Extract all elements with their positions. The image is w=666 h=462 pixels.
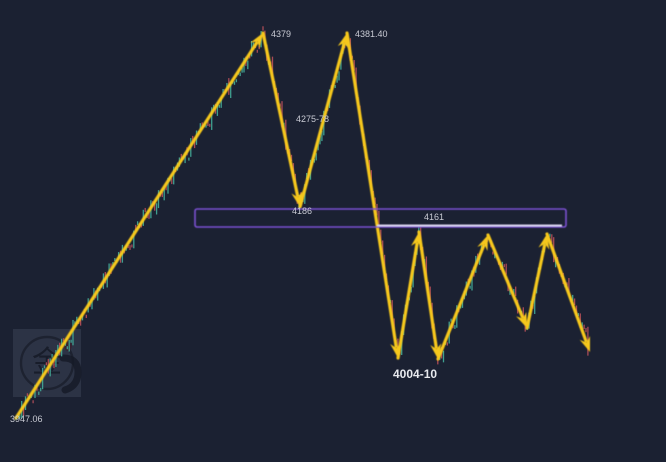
svg-text:3947.06: 3947.06 — [10, 414, 43, 424]
svg-text:4004-10: 4004-10 — [393, 367, 437, 381]
svg-text:4381.40: 4381.40 — [355, 29, 388, 39]
svg-text:4161: 4161 — [424, 212, 444, 222]
svg-text:4186: 4186 — [292, 206, 312, 216]
svg-text:4275-78: 4275-78 — [296, 114, 329, 124]
svg-text:4379: 4379 — [271, 29, 291, 39]
